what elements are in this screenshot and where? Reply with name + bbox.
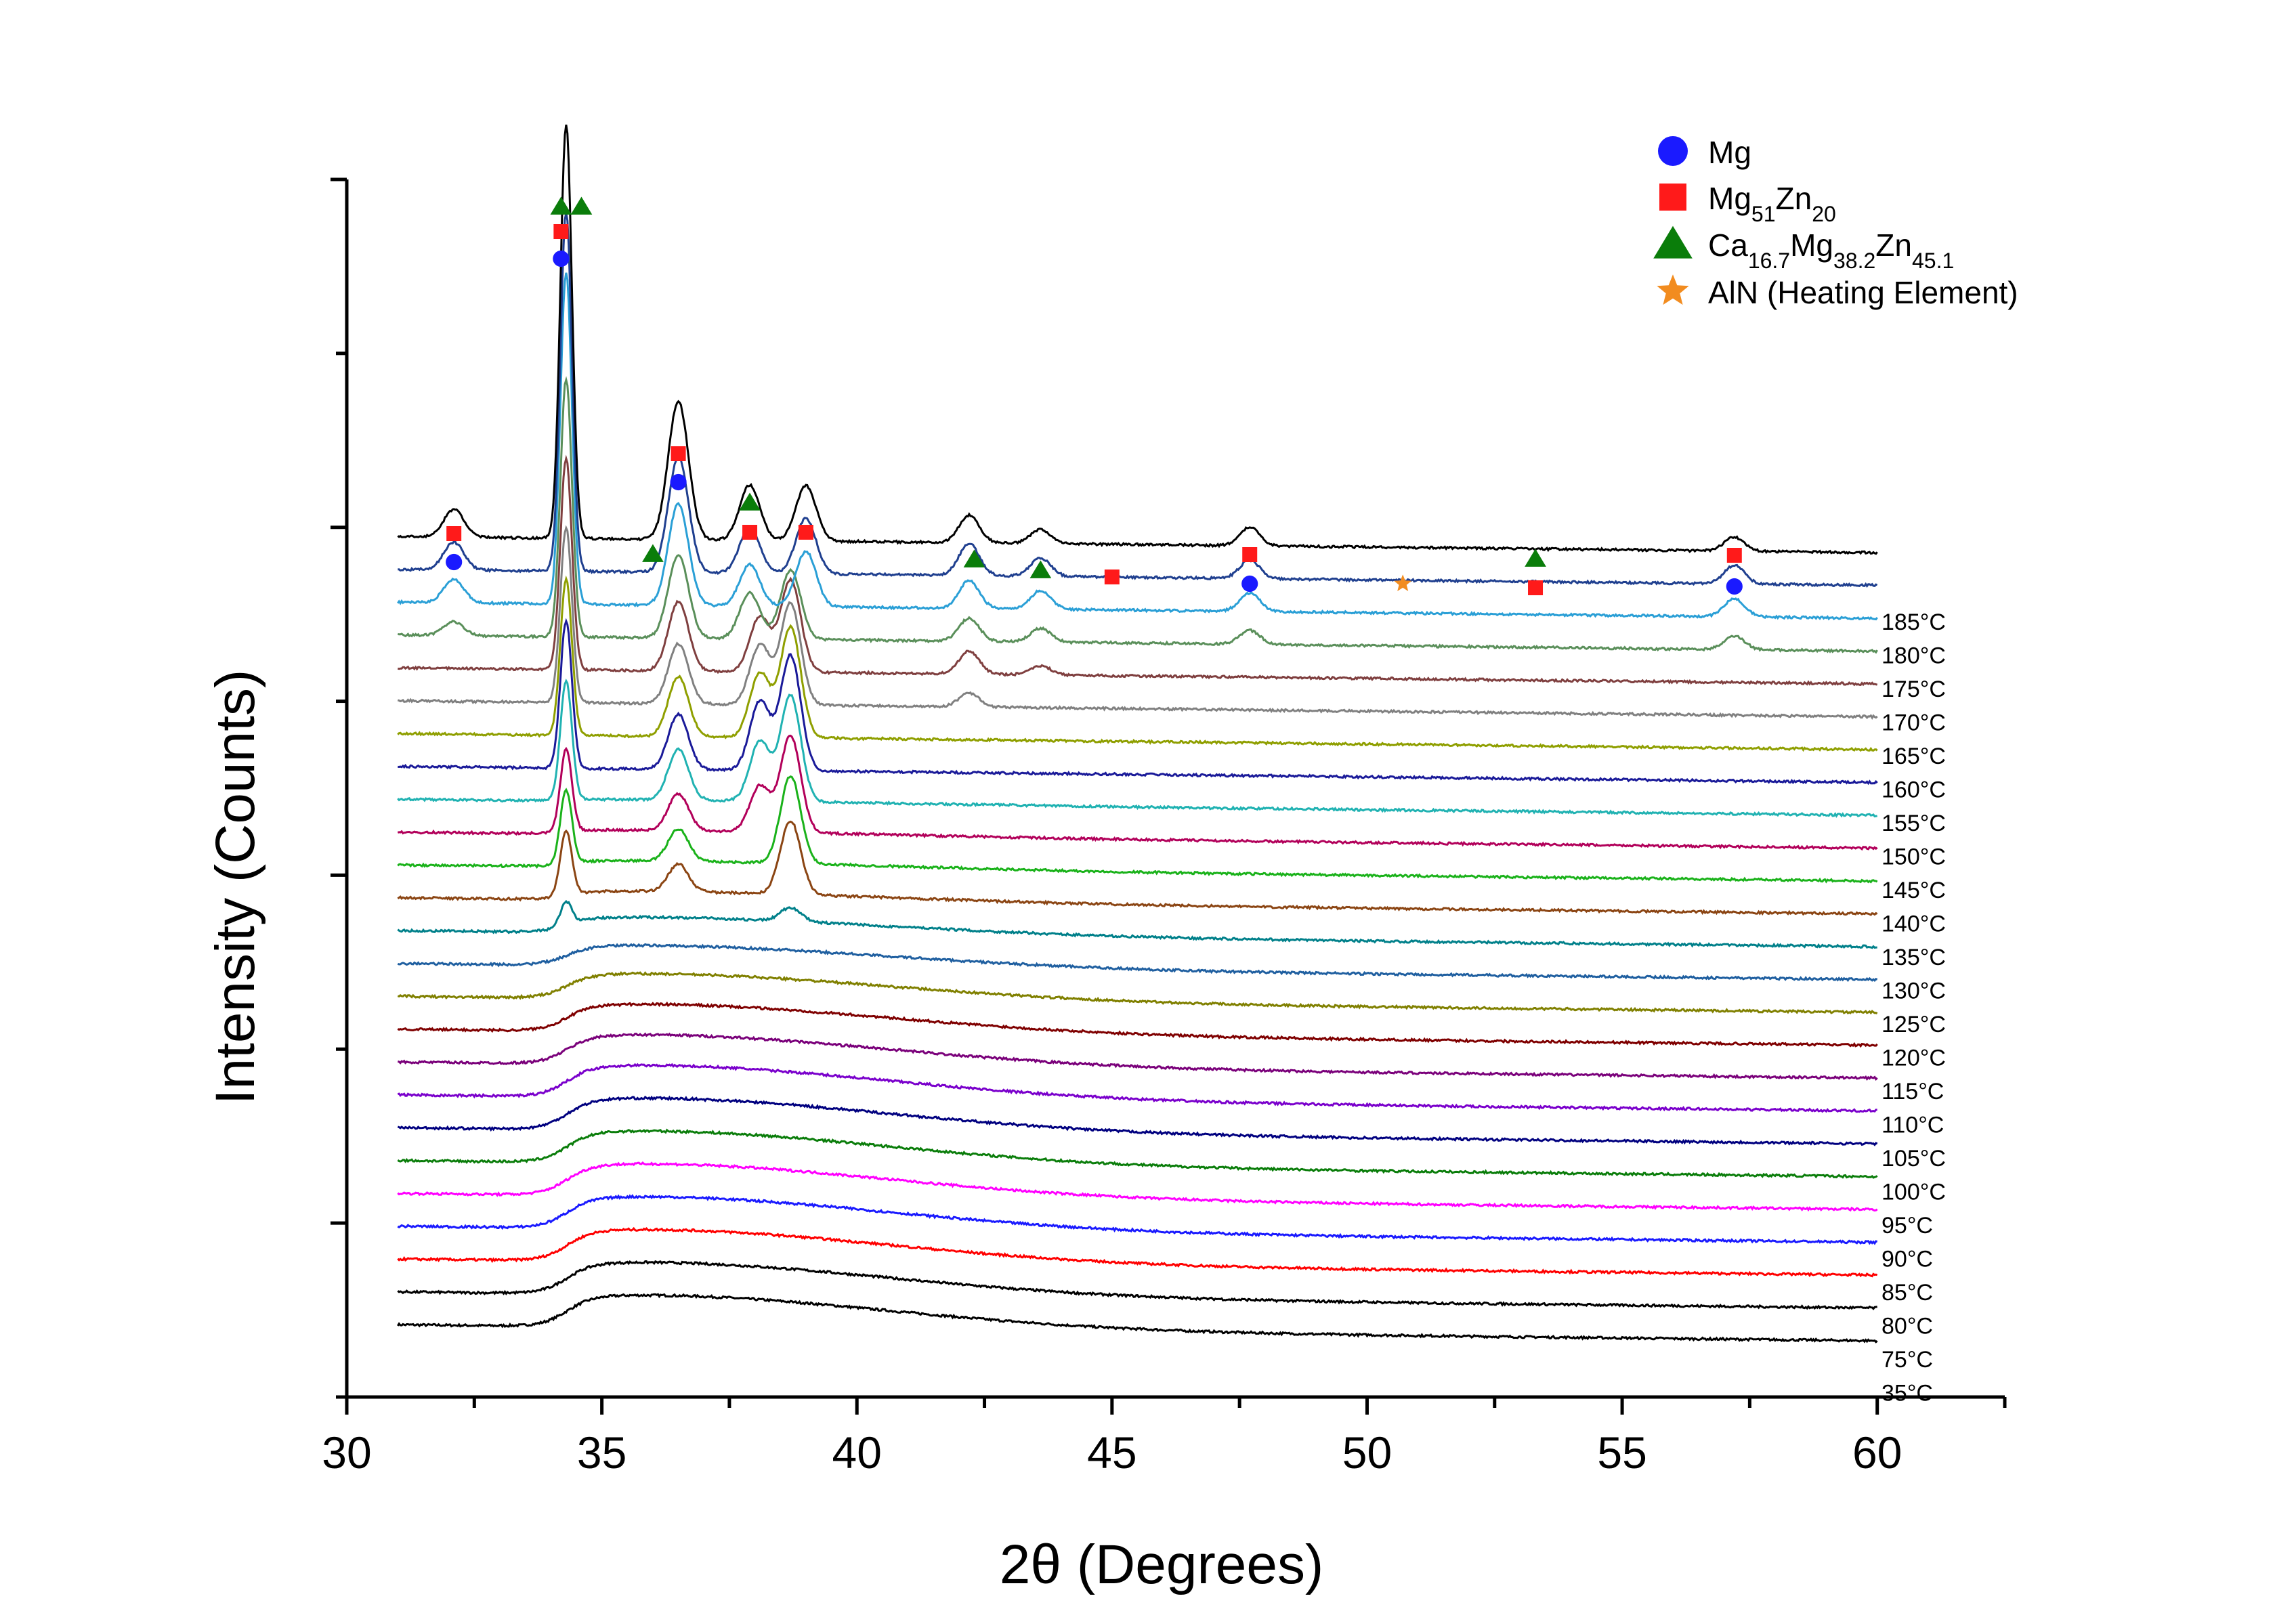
temperature-label: 150°C: [1882, 844, 1946, 870]
legend-entry: Ca16.7Mg38.2Zn45.1: [1653, 225, 1954, 273]
series-line: [397, 679, 1878, 818]
temperature-label: 80°C: [1882, 1314, 1933, 1339]
x-axis-label: 2θ (Degrees): [1000, 1534, 1324, 1595]
triangle-peak-marker: [963, 549, 985, 567]
series-line: [397, 1002, 1878, 1048]
series-line: [398, 618, 1878, 786]
circle-peak-marker: [1726, 578, 1743, 595]
square-peak-marker: [553, 224, 569, 239]
temperature-label: 125°C: [1882, 1012, 1946, 1037]
y-axis-label: Intensity (Counts): [205, 670, 266, 1105]
triangle-peak-marker: [570, 196, 593, 215]
triangle-peak-marker: [642, 544, 664, 562]
x-tick-label: 60: [1852, 1427, 1902, 1478]
series-layer: [397, 124, 1878, 1344]
temperature-label: 120°C: [1882, 1046, 1946, 1071]
circle-legend-icon: [1658, 136, 1688, 166]
series-line: [397, 525, 1878, 720]
series-line: [397, 899, 1877, 949]
temperature-label: 75°C: [1882, 1347, 1933, 1373]
temperature-label: 90°C: [1882, 1247, 1933, 1272]
series-line: [397, 775, 1878, 884]
temperature-label: 160°C: [1882, 777, 1946, 803]
series-line: [397, 943, 1878, 983]
legend-label: Ca16.7Mg38.2Zn45.1: [1708, 228, 1954, 273]
legend-label: Mg51Zn20: [1708, 181, 1836, 226]
square-peak-marker: [446, 526, 462, 541]
series-line: [397, 1062, 1877, 1113]
square-legend-icon: [1659, 184, 1686, 211]
series-line: [397, 1128, 1878, 1179]
temperature-label: 180°C: [1882, 643, 1946, 669]
peak-markers: [446, 196, 1743, 595]
series-line: [397, 124, 1878, 555]
triangle-legend-icon: [1653, 225, 1693, 259]
series-line: [397, 454, 1878, 687]
series-line: [397, 1032, 1878, 1081]
x-tick-label: 45: [1087, 1427, 1136, 1478]
square-peak-marker: [1528, 580, 1544, 595]
temperature-label: 95°C: [1882, 1213, 1933, 1239]
series-line: [397, 575, 1878, 752]
series-line: [397, 1095, 1878, 1146]
x-tick-label: 30: [322, 1427, 371, 1478]
temperature-labels: 185°C 180°C 175°C 170°C 165°C 160°C 155°C 150°C…: [1882, 609, 1946, 1406]
series-line: [397, 1293, 1878, 1344]
x-tick-label: 50: [1342, 1427, 1392, 1478]
triangle-peak-marker: [1525, 549, 1546, 567]
series-line: [397, 734, 1878, 851]
series-line: [397, 971, 1878, 1015]
temperature-label: 35°C: [1882, 1381, 1933, 1406]
circle-peak-marker: [1241, 575, 1258, 593]
triangle-peak-marker: [1029, 560, 1052, 578]
series-line: [397, 1194, 1878, 1245]
temperature-label: 105°C: [1882, 1146, 1946, 1172]
square-peak-marker: [798, 525, 813, 540]
temperature-label: 110°C: [1882, 1113, 1944, 1138]
temperature-label: 165°C: [1882, 744, 1946, 769]
square-peak-marker: [671, 446, 686, 461]
circle-peak-marker: [553, 250, 570, 267]
temperature-label: 135°C: [1882, 945, 1946, 970]
square-peak-marker: [1726, 548, 1742, 563]
series-line: [397, 272, 1878, 621]
circle-peak-marker: [670, 473, 687, 491]
x-tick-label: 40: [832, 1427, 882, 1478]
square-peak-marker: [742, 525, 758, 540]
temperature-label: 115°C: [1882, 1079, 1944, 1104]
axes: 30 35 40 45 50 55 60: [322, 177, 2007, 1478]
temperature-label: 155°C: [1882, 811, 1946, 836]
triangle-peak-marker: [739, 492, 761, 511]
temperature-label: 140°C: [1882, 911, 1946, 937]
temperature-label: 100°C: [1882, 1180, 1946, 1205]
legend-label: AlN (Heating Element): [1708, 275, 2018, 310]
star-peak-marker: [1394, 574, 1412, 591]
series-line: [397, 1161, 1878, 1212]
x-tick-label: 55: [1597, 1427, 1646, 1478]
series-line: [397, 820, 1878, 916]
triangle-peak-marker: [550, 196, 572, 215]
temperature-label: 175°C: [1882, 676, 1946, 702]
temperature-label: 130°C: [1882, 979, 1946, 1004]
temperature-label: 85°C: [1882, 1280, 1933, 1306]
legend-entry: Mg: [1658, 135, 1751, 170]
square-peak-marker: [1104, 570, 1120, 584]
temperature-label: 170°C: [1882, 710, 1946, 736]
x-tick-label: 35: [577, 1427, 626, 1478]
legend-label: Mg: [1708, 135, 1751, 170]
series-line: [397, 1226, 1878, 1278]
star-legend-icon: [1657, 274, 1689, 305]
series-line: [398, 213, 1878, 588]
legend-entry: AlN (Heating Element): [1657, 274, 2018, 310]
series-line: [397, 1260, 1877, 1310]
temperature-label: 145°C: [1882, 878, 1946, 903]
square-peak-marker: [1242, 547, 1258, 562]
legend-entry: Mg51Zn20: [1659, 181, 1836, 226]
circle-peak-marker: [446, 553, 463, 571]
series-line: [397, 376, 1878, 654]
temperature-label: 185°C: [1882, 609, 1946, 635]
